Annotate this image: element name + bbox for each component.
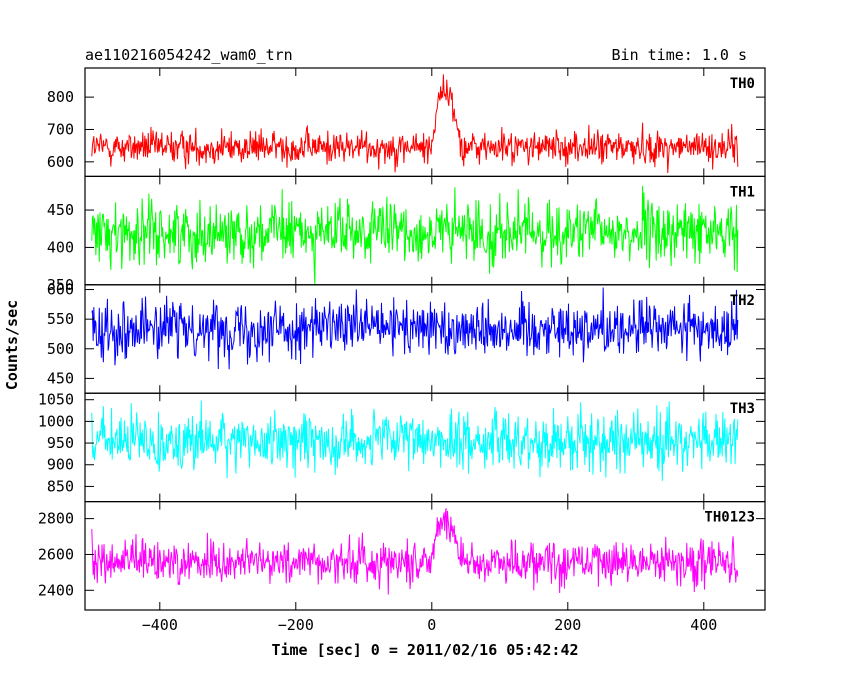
panel-label-th1: TH1 xyxy=(730,184,755,200)
series-line-th0 xyxy=(91,74,739,174)
x-tick-label: −400 xyxy=(142,616,178,634)
y-tick-label: 700 xyxy=(47,120,74,138)
bin-time-label: Bin time: 1.0 s xyxy=(612,46,747,64)
panel-th0123: 2400 2600 2800 TH0123 xyxy=(38,501,766,611)
y-tick-label: 800 xyxy=(47,88,74,106)
series-line-th1 xyxy=(91,185,739,285)
panel-label-th2: TH2 xyxy=(730,293,755,309)
y-tick-label: 2600 xyxy=(38,545,74,563)
series-line-th2 xyxy=(91,287,739,370)
y-tick-label: 600 xyxy=(47,281,74,299)
y-tick-label: 2400 xyxy=(38,581,74,599)
y-tick-label: 450 xyxy=(47,369,74,387)
panel-frame-th0 xyxy=(84,67,766,178)
panels-group: 600 700 800 TH0 350 400 450 TH1 450 500 550 600 TH2 8… xyxy=(38,67,766,611)
y-axis-label: Counts/sec xyxy=(3,300,21,390)
y-tick-label: 500 xyxy=(47,340,74,358)
x-tick-label: 200 xyxy=(554,616,581,634)
y-tick-label: 1050 xyxy=(38,391,74,409)
series-line-th3 xyxy=(91,400,739,481)
x-tick-label: −200 xyxy=(278,616,314,634)
y-tick-label: 950 xyxy=(47,434,74,452)
panel-th2: 450 500 550 600 TH2 xyxy=(47,281,766,394)
series-line-th0123 xyxy=(91,508,739,595)
panel-label-th3: TH3 xyxy=(730,401,755,417)
chart-title: ae110216054242_wam0_trn xyxy=(85,46,293,64)
panel-label-th0: TH0 xyxy=(730,76,755,92)
panel-th0: 600 700 800 TH0 xyxy=(47,67,766,178)
x-axis-label: Time [sec] 0 = 2011/02/16 05:42:42 xyxy=(271,641,578,659)
x-axis: −400 −200 0 200 400 xyxy=(142,616,718,634)
y-tick-label: 400 xyxy=(47,238,74,256)
y-tick-label: 550 xyxy=(47,310,74,328)
x-tick-label: 400 xyxy=(690,616,717,634)
y-tick-label: 350 xyxy=(47,276,74,294)
y-tick-label: 850 xyxy=(47,477,74,495)
panel-label-th0123: TH0123 xyxy=(704,510,755,526)
panel-th1: 350 400 450 TH1 xyxy=(47,175,766,294)
panel-frame-th0123 xyxy=(84,501,766,611)
panel-th3: 850 900 950 1000 1050 TH3 xyxy=(38,391,766,503)
y-tick-label: 900 xyxy=(47,456,74,474)
y-tick-label: 1000 xyxy=(38,412,74,430)
y-tick-label: 2800 xyxy=(38,510,74,528)
x-tick-label: 0 xyxy=(427,616,436,634)
y-tick-label: 600 xyxy=(47,153,74,171)
y-tick-label: 450 xyxy=(47,201,74,219)
